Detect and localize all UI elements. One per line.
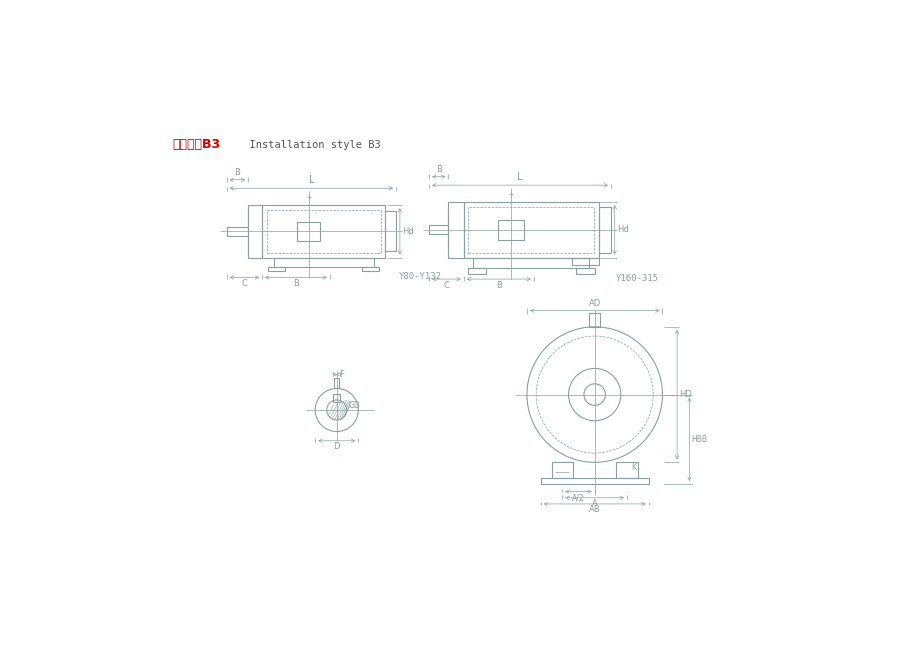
Bar xyxy=(362,267,379,271)
Text: A/2: A/2 xyxy=(572,493,584,502)
Text: K: K xyxy=(631,463,636,472)
Text: C: C xyxy=(241,279,247,288)
Text: Hd: Hd xyxy=(402,227,414,236)
Bar xyxy=(448,202,463,258)
Bar xyxy=(273,258,373,267)
Text: B: B xyxy=(436,165,441,174)
Text: D: D xyxy=(333,442,340,451)
Text: Installation style B3: Installation style B3 xyxy=(236,141,380,150)
Bar xyxy=(335,378,339,387)
Bar xyxy=(248,205,262,258)
Text: L: L xyxy=(308,175,313,185)
Bar xyxy=(428,225,448,234)
Text: AD: AD xyxy=(588,299,600,307)
Bar xyxy=(472,258,589,268)
Text: Y80-Y132: Y80-Y132 xyxy=(399,272,442,281)
Bar xyxy=(540,478,648,484)
Bar xyxy=(262,205,385,258)
Text: Y160-315: Y160-315 xyxy=(615,274,658,283)
Text: B: B xyxy=(495,281,501,290)
Text: GD: GD xyxy=(348,401,360,410)
Text: L: L xyxy=(516,172,522,182)
Bar xyxy=(385,212,395,251)
Text: AB: AB xyxy=(588,505,600,514)
Bar xyxy=(571,258,598,265)
Text: HD: HD xyxy=(678,390,691,399)
Text: B: B xyxy=(292,279,299,288)
Text: 安装形式B3: 安装形式B3 xyxy=(173,137,221,150)
Bar xyxy=(267,210,380,253)
Bar xyxy=(616,462,637,478)
Text: HBB: HBB xyxy=(691,435,707,444)
Bar xyxy=(598,207,610,253)
Bar xyxy=(268,267,285,271)
Bar xyxy=(467,268,485,273)
Bar xyxy=(589,313,599,327)
Bar xyxy=(468,207,594,253)
Text: F: F xyxy=(339,370,344,379)
Bar xyxy=(333,394,340,402)
Bar xyxy=(297,222,320,241)
Bar xyxy=(575,268,594,273)
Bar xyxy=(497,220,524,240)
Text: B: B xyxy=(234,168,240,176)
Text: A: A xyxy=(591,499,597,508)
Bar xyxy=(226,227,248,236)
Text: C: C xyxy=(443,281,448,290)
Bar xyxy=(463,202,598,258)
Text: Hd: Hd xyxy=(617,225,628,234)
Bar xyxy=(551,462,573,478)
